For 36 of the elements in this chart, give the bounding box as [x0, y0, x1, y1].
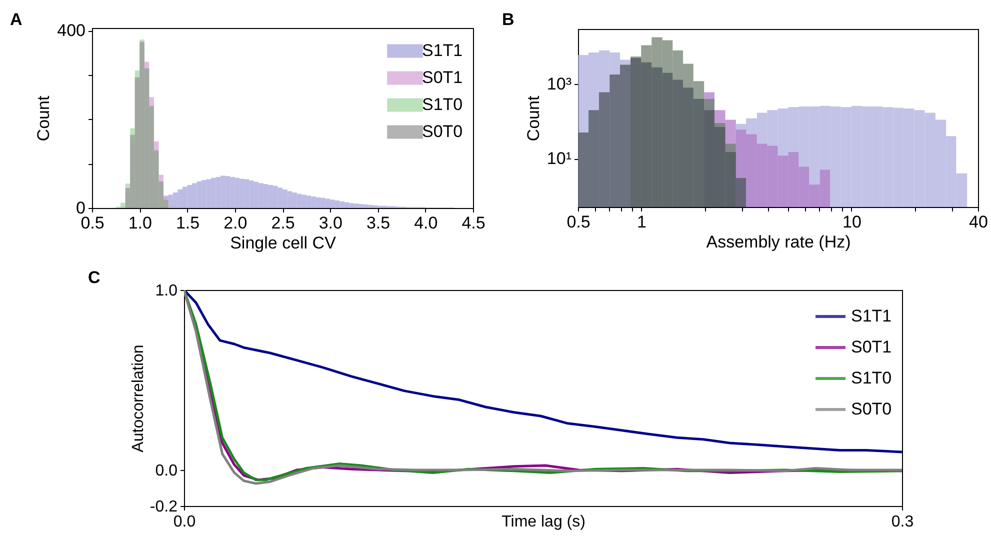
y-tick-label: 0.0 — [155, 462, 178, 480]
legend-label: S0T1 — [422, 68, 463, 87]
legend-label: S0T1 — [851, 338, 892, 356]
y-tick-label: 400 — [57, 21, 86, 40]
legend-label: S0T0 — [422, 122, 463, 141]
x-tick-label: 4.5 — [462, 214, 486, 232]
text: B — [502, 10, 514, 30]
x-axis-title: Time lag (s) — [502, 514, 586, 530]
x-tick-label: 1 — [637, 212, 647, 232]
y-axis-title: Count — [34, 96, 54, 142]
legend-label: S1T0 — [422, 95, 463, 114]
text: A — [10, 10, 22, 30]
x-tick-label: 2.0 — [224, 214, 248, 232]
x-axis-title: Assembly rate (Hz) — [706, 232, 851, 252]
y-tick-label: 1.0 — [155, 282, 178, 300]
x-tick-label: 40 — [969, 212, 988, 232]
y-tick-label: 10³ — [546, 74, 572, 94]
x-tick-label: 2.5 — [271, 214, 295, 232]
x-tick-label: 1.0 — [128, 214, 152, 232]
x-tick-label: 10 — [842, 212, 862, 232]
x-tick-label: 0.3 — [891, 514, 914, 530]
y-tick-label: -0.2 — [150, 498, 178, 516]
x-tick-label: 4.0 — [414, 214, 438, 232]
legend-label: S0T0 — [851, 400, 892, 418]
y-axis-title: Autocorrelation — [130, 344, 147, 452]
legend-label: S1T0 — [851, 368, 892, 388]
x-tick-label: 3.5 — [366, 214, 390, 232]
text: C — [88, 268, 100, 288]
x-tick-label: 3.0 — [318, 214, 342, 232]
x-tick-label: 0.5 — [566, 212, 590, 232]
y-tick-label: 10¹ — [546, 149, 572, 168]
legend-label: S1T1 — [422, 41, 463, 60]
x-tick-label: 1.5 — [176, 214, 200, 232]
legend-label: S1T1 — [851, 306, 892, 326]
x-axis-title: Single cell CV — [230, 234, 337, 252]
y-axis-title: Count — [524, 96, 543, 142]
